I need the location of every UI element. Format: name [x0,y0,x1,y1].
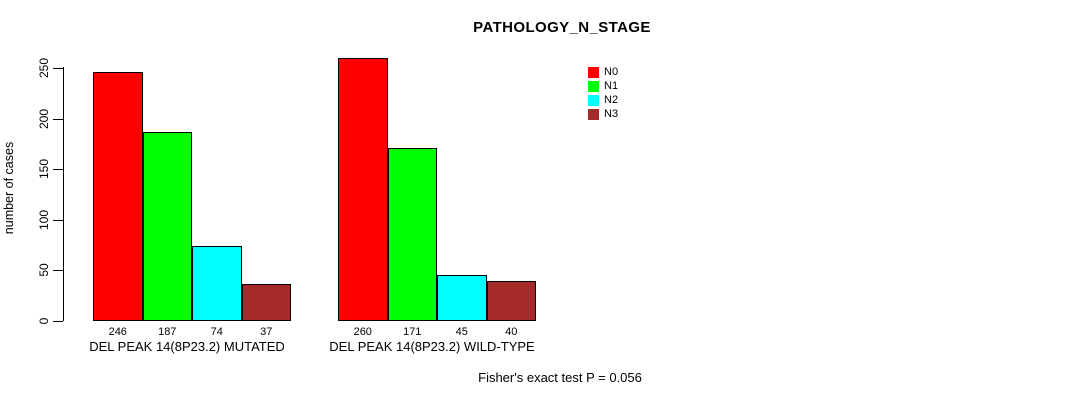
y-axis-tick [53,169,63,171]
y-axis-tick-label: 250 [37,57,51,79]
legend-swatch-N3 [588,109,599,120]
y-axis-tick-label: 0 [37,317,51,325]
legend-label-N2: N2 [604,94,619,106]
group-label: DEL PEAK 14(8P23.2) WILD-TYPE [329,339,535,354]
legend-label-N0: N0 [604,66,619,78]
y-axis-tick-label: 100 [37,209,51,230]
legend-swatch-N2 [588,95,599,106]
y-axis-tick-label: 50 [37,263,51,278]
y-axis-tick [53,321,63,322]
y-axis-tick-label: 150 [37,159,51,180]
bar-value-label: 74 [210,326,223,338]
bar-N3-group2 [486,281,536,321]
y-axis-label: number of cases [2,141,16,235]
bar-N2-group2 [437,275,487,321]
legend: N0 N1 N2 N3 [588,67,618,123]
bar-value-label: 37 [260,326,273,338]
legend-row-N0: N0 [588,67,618,78]
y-axis-tick [53,118,63,120]
bar-value-label: 260 [353,326,372,338]
bar-N1-group2 [387,148,437,321]
bar-value-label: 246 [108,326,127,338]
bar-value-label: 187 [158,326,177,338]
bar-value-label: 40 [505,326,518,338]
legend-swatch-N0 [588,67,599,78]
bar-value-label: 45 [455,326,468,338]
bar-N0-group2 [338,58,388,321]
bar-N0-group1 [93,72,143,321]
legend-swatch-N1 [588,81,599,92]
y-axis-tick-label: 200 [37,108,51,129]
bar-N1-group1 [142,132,192,321]
fisher-test-annotation: Fisher's exact test P = 0.056 [478,370,642,385]
legend-row-N3: N3 [588,109,618,120]
y-axis-line [63,67,64,321]
y-axis-tick [53,68,63,69]
chart-title: PATHOLOGY_N_STAGE [473,19,651,36]
y-axis-tick [53,219,63,221]
legend-label-N1: N1 [604,80,619,92]
bar-value-label: 171 [403,326,422,338]
group-label: DEL PEAK 14(8P23.2) MUTATED [89,339,285,354]
legend-row-N1: N1 [588,81,618,92]
legend-row-N2: N2 [588,95,618,106]
legend-label-N3: N3 [604,108,619,120]
bar-N3-group1 [241,284,291,321]
y-axis-tick [53,270,63,272]
bar-N2-group1 [192,246,242,321]
